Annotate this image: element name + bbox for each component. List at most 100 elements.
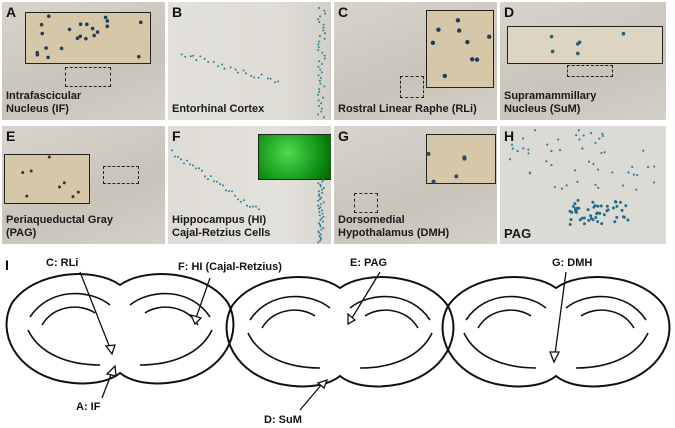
cell [317, 199, 320, 202]
cell [442, 73, 447, 79]
cell [621, 31, 626, 36]
cell [570, 210, 574, 214]
caption: Supramammillary Nucleus (SuM) [504, 90, 596, 116]
cell [614, 200, 618, 204]
cell [318, 35, 321, 37]
cell [317, 230, 320, 233]
cell [589, 132, 593, 135]
cell [592, 205, 596, 209]
cell [195, 167, 197, 170]
cell [611, 206, 615, 210]
cell [210, 175, 212, 178]
cell [322, 179, 325, 181]
cell [627, 171, 630, 174]
cell [624, 204, 628, 208]
cell [582, 134, 585, 137]
caption-line: Intrafascicular [6, 90, 82, 102]
cell [576, 180, 579, 183]
cell [67, 27, 72, 32]
caption-line: Rostral Linear Raphe (RLi) [338, 103, 477, 115]
cell [568, 222, 572, 226]
cell [71, 195, 75, 199]
cell [606, 208, 610, 212]
cell [620, 208, 624, 212]
caption-line: Cajal-Retzius Cells [172, 227, 271, 239]
cell [320, 228, 323, 231]
caption-line: (PAG) [6, 227, 37, 239]
caption-line: Hippocampus (HI) [172, 214, 267, 226]
cell [318, 195, 321, 197]
cell [323, 54, 326, 57]
cell [39, 22, 44, 27]
cell [587, 218, 591, 222]
caption-line: Nucleus (IF) [6, 103, 69, 115]
cell [317, 74, 320, 77]
cell [240, 200, 242, 203]
cell [319, 206, 322, 209]
cell [573, 202, 577, 206]
caption: Periaqueductal Gray (PAG) [6, 214, 113, 240]
panel: A Intrafascicular Nucleus (IF) [2, 2, 165, 120]
caption-line: Supramammillary [504, 90, 597, 102]
cell [465, 39, 470, 45]
caption-line: Entorhinal Cortex [172, 103, 265, 115]
cell [320, 203, 323, 205]
cell [426, 151, 431, 156]
cell [594, 183, 597, 186]
cell [75, 36, 80, 41]
cell [626, 218, 630, 222]
cell [618, 200, 622, 204]
cell [317, 231, 320, 234]
cell [90, 26, 95, 31]
cell [76, 190, 80, 194]
cell [576, 198, 580, 202]
panel-letter: A [6, 4, 17, 20]
cell [252, 205, 254, 208]
cell [257, 76, 260, 79]
cell [431, 179, 436, 184]
diagram-label: G: DMH [552, 257, 592, 269]
cell [242, 69, 245, 72]
cell [212, 60, 215, 63]
panel: E Periaqueductal Gray (PAG) [2, 126, 165, 244]
cell [319, 185, 322, 188]
cell [576, 51, 580, 56]
cell [587, 160, 591, 163]
cell [92, 33, 96, 38]
cell [602, 213, 606, 217]
cell [546, 143, 549, 146]
cell [105, 24, 110, 29]
cell [613, 220, 617, 224]
cell [318, 40, 321, 43]
cell [320, 63, 323, 65]
region-box [400, 76, 424, 98]
caption: Hippocampus (HI) Cajal-Retzius Cells [172, 214, 270, 240]
cell [550, 164, 553, 167]
cell [521, 137, 525, 140]
cell [237, 198, 239, 201]
caption-line: PAG [504, 226, 532, 241]
brain-section [441, 276, 671, 388]
cell [533, 129, 537, 132]
cell [632, 173, 636, 176]
cell [319, 68, 322, 71]
cell [318, 91, 321, 93]
cell [318, 79, 321, 82]
cell [322, 227, 325, 229]
cell [319, 236, 322, 239]
region-box [354, 193, 378, 213]
cell [260, 73, 263, 76]
cell [322, 23, 325, 26]
cell [319, 223, 322, 226]
caption: Intrafascicular Nucleus (IF) [6, 90, 81, 116]
cell [234, 194, 236, 197]
cell [622, 215, 626, 219]
cell [103, 15, 108, 20]
diagram-label: D: SuM [264, 414, 302, 426]
cell [317, 43, 320, 46]
cell [323, 57, 326, 60]
cell [430, 40, 436, 46]
cell [516, 150, 519, 153]
diagram-label: E: PAG [350, 257, 387, 269]
cell [560, 187, 564, 190]
